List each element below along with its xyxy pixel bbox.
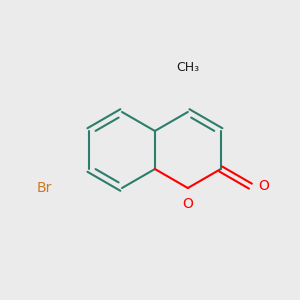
Text: O: O [258,179,269,193]
Text: O: O [182,196,193,211]
Text: Br: Br [37,181,52,195]
Text: CH₃: CH₃ [176,61,200,74]
